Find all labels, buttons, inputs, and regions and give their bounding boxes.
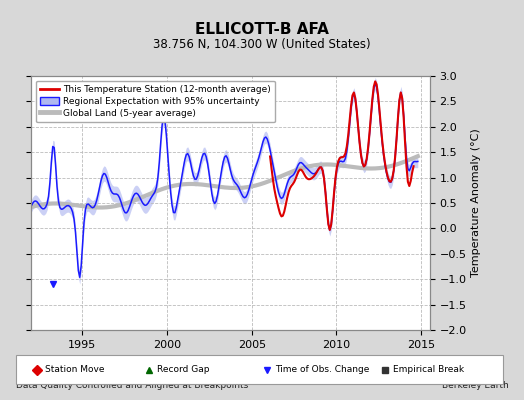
Text: Time of Obs. Change: Time of Obs. Change — [275, 365, 369, 374]
Legend: This Temperature Station (12-month average), Regional Expectation with 95% uncer: This Temperature Station (12-month avera… — [36, 80, 275, 122]
Text: Empirical Break: Empirical Break — [393, 365, 464, 374]
Text: Record Gap: Record Gap — [157, 365, 210, 374]
Text: Berkeley Earth: Berkeley Earth — [442, 381, 508, 390]
Y-axis label: Temperature Anomaly (°C): Temperature Anomaly (°C) — [471, 129, 481, 277]
Text: 38.756 N, 104.300 W (United States): 38.756 N, 104.300 W (United States) — [153, 38, 371, 51]
Text: Data Quality Controlled and Aligned at Breakpoints: Data Quality Controlled and Aligned at B… — [16, 381, 248, 390]
Text: Station Move: Station Move — [45, 365, 104, 374]
Text: ELLICOTT-B AFA: ELLICOTT-B AFA — [195, 22, 329, 37]
